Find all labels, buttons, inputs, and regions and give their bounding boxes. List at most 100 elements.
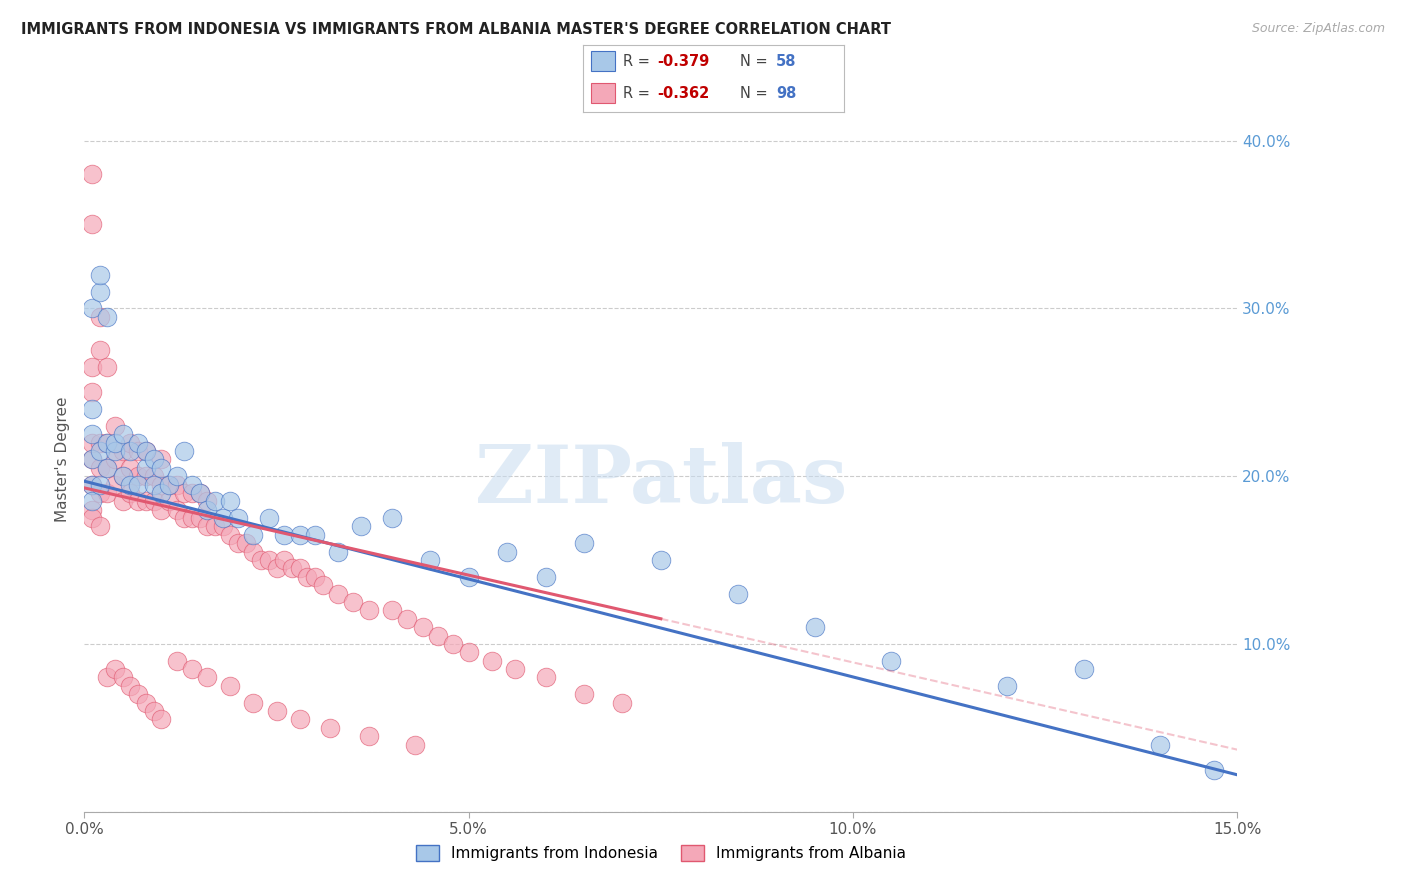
Point (257, 511, 280, 525)
Point (80, 511, 103, 525)
Point (142, 469, 165, 483)
Point (142, 452, 165, 467)
Point (89, 268, 111, 282)
Point (242, 696, 264, 710)
Point (166, 469, 188, 483)
Point (127, 469, 149, 483)
Point (288, 561, 311, 575)
Text: R =: R = (623, 54, 650, 69)
Point (96, 435, 118, 450)
Point (534, 570, 557, 584)
Point (150, 502, 173, 516)
Point (204, 519, 226, 533)
Point (89, 460, 111, 475)
Point (111, 427, 134, 442)
Point (181, 486, 204, 500)
Text: N =: N = (740, 54, 768, 69)
Point (96, 310, 118, 324)
Point (89, 435, 111, 450)
Point (127, 444, 149, 458)
Point (441, 637, 464, 651)
Point (80, 167, 103, 181)
Point (104, 477, 127, 491)
Text: ZIPatlas: ZIPatlas (475, 442, 846, 519)
Point (89, 519, 111, 533)
Point (111, 671, 134, 685)
Point (412, 620, 434, 634)
Point (257, 553, 280, 567)
Point (80, 427, 103, 442)
Point (80, 301, 103, 316)
Point (127, 687, 149, 701)
Point (80, 402, 103, 417)
Point (89, 310, 111, 324)
Point (342, 595, 364, 609)
Point (135, 444, 157, 458)
Point (80, 452, 103, 467)
Point (381, 603, 404, 617)
Point (142, 494, 165, 508)
Point (226, 511, 249, 525)
Point (242, 544, 264, 558)
Point (572, 687, 595, 701)
Point (111, 469, 134, 483)
Point (111, 444, 134, 458)
Text: -0.379: -0.379 (658, 54, 710, 69)
Point (326, 586, 349, 600)
Point (135, 494, 157, 508)
Point (219, 528, 242, 542)
Point (995, 679, 1018, 693)
Point (80, 385, 103, 400)
Point (266, 704, 288, 718)
Point (381, 511, 404, 525)
Point (235, 536, 257, 550)
Point (127, 435, 149, 450)
Legend: Immigrants from Indonesia, Immigrants from Albania: Immigrants from Indonesia, Immigrants fr… (409, 839, 912, 868)
Point (304, 570, 326, 584)
Point (104, 452, 127, 467)
Point (150, 713, 173, 727)
Point (357, 729, 380, 743)
Text: N =: N = (740, 86, 768, 101)
Point (111, 494, 134, 508)
Point (157, 494, 180, 508)
Point (120, 460, 142, 475)
Point (481, 654, 503, 668)
Point (96, 460, 118, 475)
Point (120, 477, 142, 491)
Point (188, 486, 211, 500)
Point (89, 343, 111, 358)
Point (1073, 662, 1095, 676)
Point (204, 494, 226, 508)
Text: 58: 58 (776, 54, 796, 69)
Point (803, 620, 825, 634)
Point (111, 469, 134, 483)
Point (166, 477, 188, 491)
Bar (592, 84, 614, 103)
Point (1149, 738, 1171, 752)
Point (80, 494, 103, 508)
Point (104, 444, 127, 458)
Point (166, 654, 188, 668)
Point (157, 477, 180, 491)
Point (173, 444, 195, 458)
Point (880, 654, 903, 668)
Point (89, 285, 111, 299)
Point (120, 486, 142, 500)
Point (211, 519, 233, 533)
Point (120, 679, 142, 693)
Point (288, 528, 311, 542)
Point (96, 671, 118, 685)
Point (181, 511, 204, 525)
Point (297, 570, 319, 584)
Point (503, 662, 526, 676)
Point (195, 494, 218, 508)
Point (650, 553, 672, 567)
Point (226, 536, 249, 550)
Point (96, 486, 118, 500)
Point (80, 435, 103, 450)
Point (80, 502, 103, 516)
Point (80, 360, 103, 375)
Point (181, 662, 204, 676)
Point (173, 486, 195, 500)
